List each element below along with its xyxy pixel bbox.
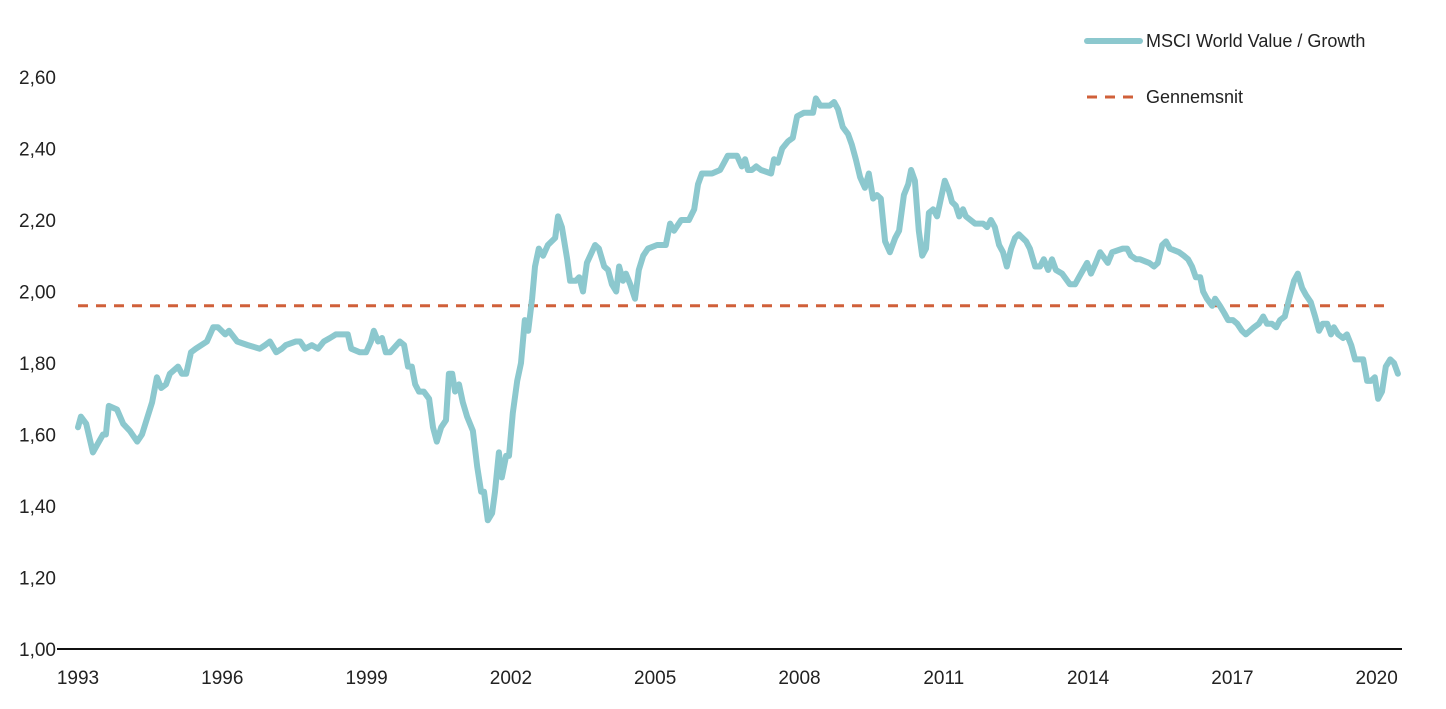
legend: MSCI World Value / Growth Gennemsnit [1084, 31, 1365, 107]
x-tick-label: 2014 [1067, 668, 1110, 689]
y-tick-label: 1,60 [19, 426, 56, 447]
x-tick-label: 1999 [345, 668, 387, 689]
x-tick-label: 2011 [923, 668, 964, 689]
y-tick-label: 1,00 [19, 640, 56, 661]
y-axis-ticks: 1,00 1,20 1,40 1,60 1,80 2,00 2,20 2,40 2,60 [19, 68, 56, 661]
y-tick-label: 2,60 [19, 68, 56, 89]
x-tick-label: 2005 [634, 668, 676, 689]
x-axis-ticks: 1993 1996 1999 2002 2005 2008 2011 2014 2017 2020 [57, 668, 1398, 689]
x-tick-label: 2017 [1211, 668, 1253, 689]
y-tick-label: 1,40 [19, 497, 56, 518]
legend-item-msci: MSCI World Value / Growth [1084, 31, 1365, 51]
y-tick-label: 1,80 [19, 354, 56, 375]
y-tick-label: 2,40 [19, 140, 56, 161]
x-tick-label: 1996 [201, 668, 243, 689]
legend-item-average: Gennemsnit [1087, 87, 1243, 107]
y-tick-label: 1,20 [19, 569, 56, 590]
x-tick-label: 2020 [1356, 668, 1398, 689]
x-tick-label: 2002 [490, 668, 532, 689]
x-tick-label: 2008 [778, 668, 820, 689]
series-line-msci-world-value-growth [75, 95, 1401, 524]
y-tick-label: 2,00 [19, 283, 56, 304]
legend-label-average: Gennemsnit [1146, 87, 1243, 107]
x-tick-label: 1993 [57, 668, 99, 689]
plot-area [75, 95, 1401, 524]
legend-label-msci: MSCI World Value / Growth [1146, 31, 1365, 51]
y-tick-label: 2,20 [19, 211, 56, 232]
